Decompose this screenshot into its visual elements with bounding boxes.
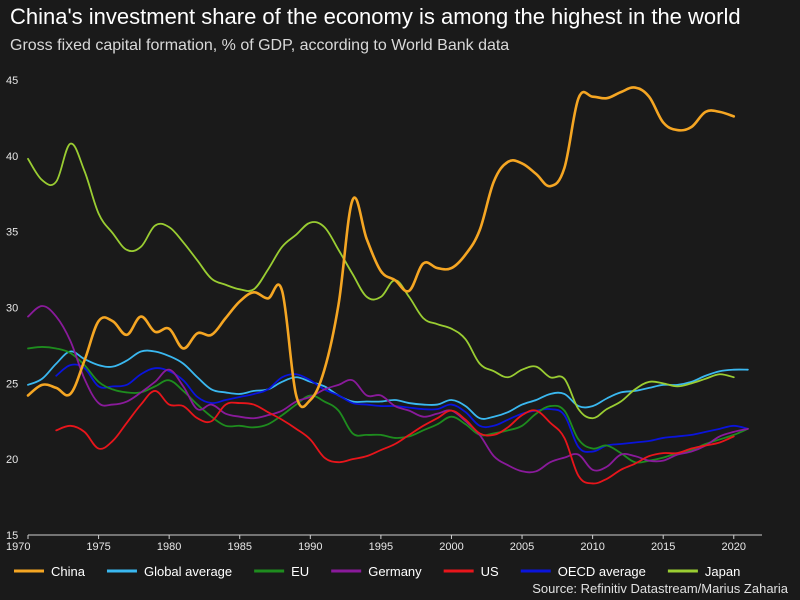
y-tick-label: 45 bbox=[6, 75, 18, 87]
y-tick-label: 15 bbox=[6, 530, 18, 542]
legend-label-global-average: Global average bbox=[144, 564, 232, 579]
x-tick-label: 2010 bbox=[580, 541, 604, 553]
series-line-us bbox=[55, 390, 735, 485]
x-tick-label: 1970 bbox=[6, 541, 30, 553]
legend-label-japan: Japan bbox=[705, 564, 740, 579]
series-line-china bbox=[26, 86, 736, 409]
x-tick-label: 2000 bbox=[439, 541, 463, 553]
series-line-eu bbox=[27, 346, 749, 464]
x-tick-label: 1985 bbox=[227, 541, 251, 553]
series-line-global-average bbox=[27, 349, 749, 420]
legend-label-germany: Germany bbox=[368, 564, 422, 579]
x-tick-label: 1980 bbox=[157, 541, 181, 553]
legend-label-eu: EU bbox=[291, 564, 309, 579]
x-tick-label: 2020 bbox=[722, 541, 746, 553]
legend-label-us: US bbox=[481, 564, 499, 579]
legend-label-oecd-average: OECD average bbox=[558, 564, 646, 579]
y-tick-label: 30 bbox=[6, 303, 18, 315]
series-line-oecd-average bbox=[55, 363, 749, 453]
x-tick-label: 1975 bbox=[86, 541, 110, 553]
x-tick-label: 1990 bbox=[298, 541, 322, 553]
chart-title: China's investment share of the economy … bbox=[10, 4, 741, 29]
legend-label-china: China bbox=[51, 564, 86, 579]
y-tick-label: 20 bbox=[6, 454, 18, 466]
x-tick-label: 2005 bbox=[510, 541, 534, 553]
chart-subtitle: Gross fixed capital formation, % of GDP,… bbox=[10, 37, 510, 54]
axes-layer: 15 20 25 30 35 40 45 1970 1975 1980 1985 1990 1995 20… bbox=[6, 75, 762, 553]
y-tick-label: 35 bbox=[6, 227, 18, 239]
legend: China Global average EU Germany US OECD avera… bbox=[14, 564, 740, 579]
series-lines bbox=[26, 86, 749, 485]
y-tick-label: 25 bbox=[6, 378, 18, 390]
x-tick-label: 2015 bbox=[651, 541, 675, 553]
x-tick-label: 1995 bbox=[369, 541, 393, 553]
source-note: Source: Refinitiv Datastream/Marius Zaha… bbox=[532, 581, 788, 596]
y-tick-label: 40 bbox=[6, 151, 18, 163]
series-line-germany bbox=[27, 305, 749, 474]
series-line-japan bbox=[27, 142, 735, 420]
